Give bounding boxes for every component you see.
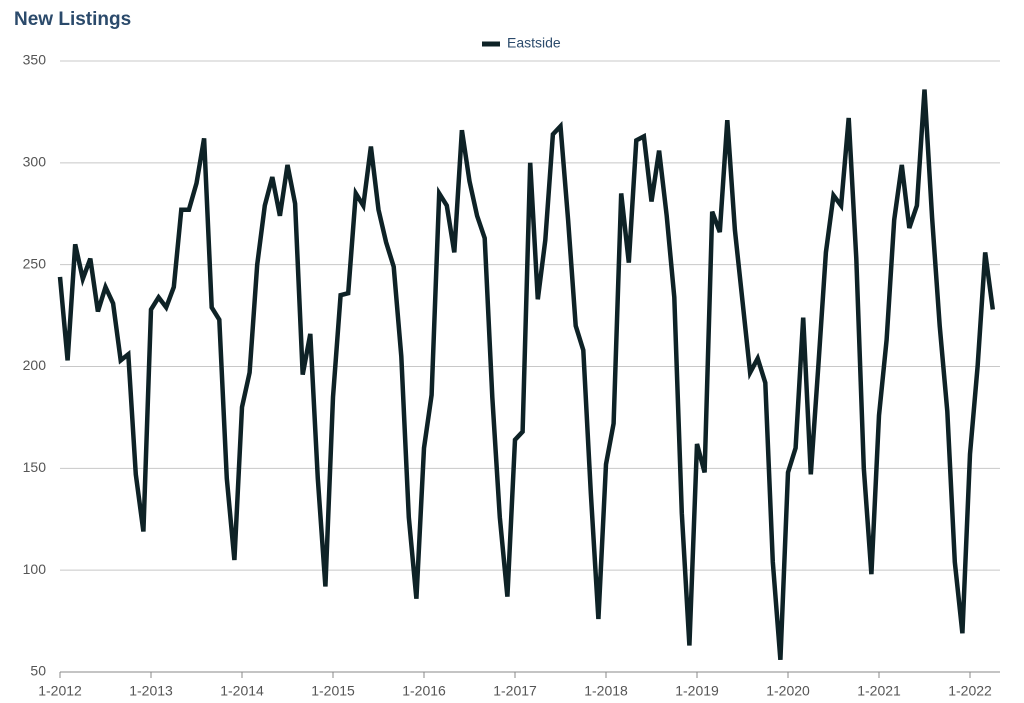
y-tick-label: 300 bbox=[23, 154, 47, 170]
y-tick-label: 150 bbox=[23, 459, 47, 475]
x-tick-label: 1-2017 bbox=[493, 683, 537, 699]
x-tick-label: 1-2022 bbox=[948, 683, 992, 699]
y-tick-label: 350 bbox=[23, 52, 47, 68]
x-tick-label: 1-2021 bbox=[857, 683, 901, 699]
chart-title: New Listings bbox=[14, 9, 131, 30]
y-tick-label: 250 bbox=[23, 255, 47, 271]
y-tick-label: 200 bbox=[23, 357, 47, 373]
x-tick-label: 1-2020 bbox=[766, 683, 810, 699]
x-tick-label: 1-2019 bbox=[675, 683, 719, 699]
x-tick-label: 1-2016 bbox=[402, 683, 446, 699]
series-line bbox=[57, 89, 996, 660]
y-tick-label: 50 bbox=[30, 663, 46, 679]
legend-label: Eastside bbox=[507, 35, 561, 51]
x-tick-label: 1-2018 bbox=[584, 683, 628, 699]
x-tick-label: 1-2012 bbox=[38, 683, 82, 699]
x-tick-label: 1-2015 bbox=[311, 683, 355, 699]
x-tick-label: 1-2013 bbox=[129, 683, 173, 699]
y-tick-label: 100 bbox=[23, 561, 47, 577]
x-tick-label: 1-2014 bbox=[220, 683, 264, 699]
